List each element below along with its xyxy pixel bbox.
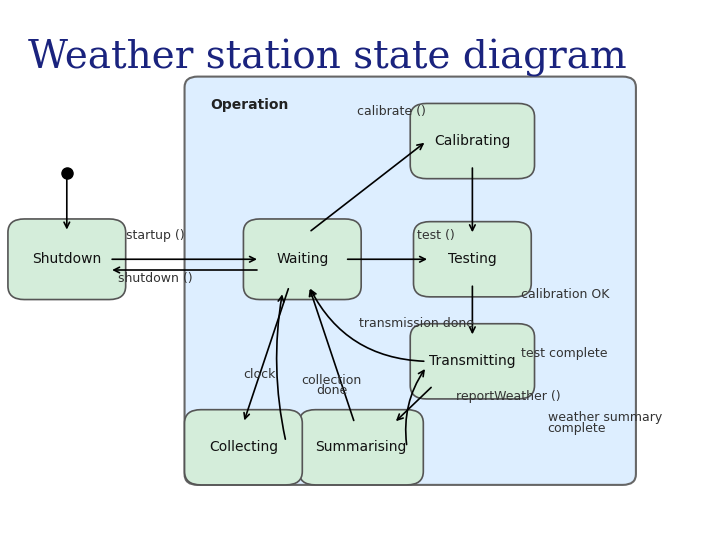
Text: calibration OK: calibration OK — [521, 288, 610, 301]
Text: collection: collection — [302, 374, 362, 387]
Text: Waiting: Waiting — [276, 252, 328, 266]
Text: calibrate (): calibrate () — [357, 105, 426, 118]
Text: test (): test () — [417, 228, 454, 241]
Text: test complete: test complete — [521, 347, 608, 360]
Text: Collecting: Collecting — [209, 440, 278, 454]
Text: Summarising: Summarising — [315, 440, 407, 454]
FancyBboxPatch shape — [410, 323, 534, 399]
FancyBboxPatch shape — [410, 104, 534, 179]
FancyBboxPatch shape — [184, 77, 636, 485]
Text: reportWeather (): reportWeather () — [456, 390, 561, 403]
FancyBboxPatch shape — [184, 410, 302, 485]
FancyBboxPatch shape — [8, 219, 126, 300]
FancyBboxPatch shape — [299, 410, 423, 485]
Text: done: done — [316, 384, 347, 397]
FancyBboxPatch shape — [243, 219, 361, 300]
Text: complete: complete — [548, 422, 606, 435]
Text: startup (): startup () — [126, 228, 184, 241]
FancyBboxPatch shape — [413, 221, 531, 297]
Text: Shutdown: Shutdown — [32, 252, 102, 266]
Text: Operation: Operation — [211, 98, 289, 112]
Text: Calibrating: Calibrating — [434, 134, 510, 148]
Text: Weather station state diagram: Weather station state diagram — [27, 39, 626, 77]
Text: Transmitting: Transmitting — [429, 354, 516, 368]
Text: Testing: Testing — [448, 252, 497, 266]
Text: weather summary: weather summary — [548, 411, 662, 424]
Text: clock: clock — [243, 368, 276, 381]
Text: shutdown (): shutdown () — [118, 272, 192, 285]
Text: transmission done: transmission done — [359, 317, 474, 330]
